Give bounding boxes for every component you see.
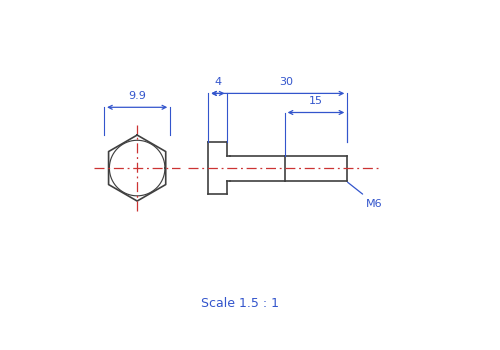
Text: 4: 4 bbox=[214, 77, 222, 87]
Text: Scale 1.5 : 1: Scale 1.5 : 1 bbox=[200, 297, 278, 310]
Text: 9.9: 9.9 bbox=[128, 91, 146, 101]
Text: 30: 30 bbox=[280, 77, 293, 87]
Text: 15: 15 bbox=[309, 96, 323, 106]
Text: M6: M6 bbox=[348, 182, 383, 209]
